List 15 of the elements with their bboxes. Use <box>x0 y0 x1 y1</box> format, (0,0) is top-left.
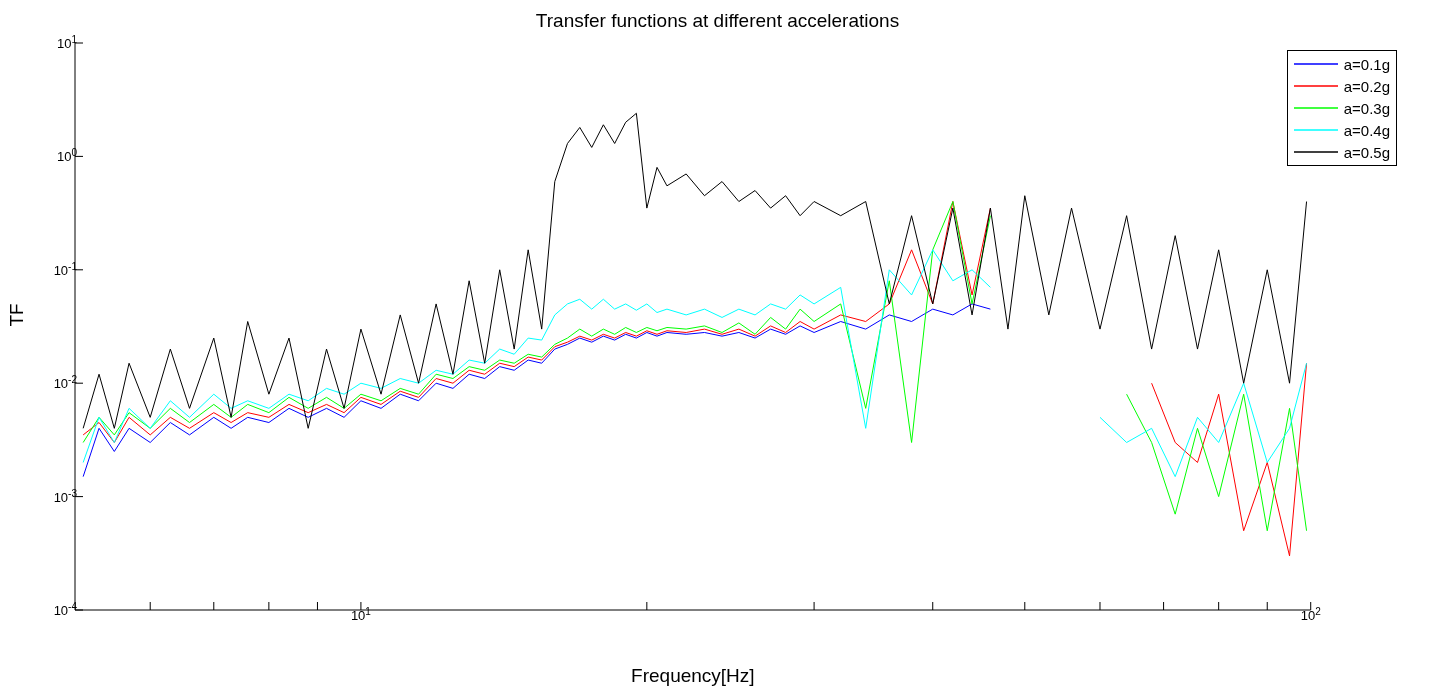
y-tick-label: 10$^{-2}$ <box>53 373 78 392</box>
chart-title: Transfer functions at different accelerations <box>534 10 901 32</box>
legend-label: a=0.2g <box>1343 77 1390 95</box>
y-axis-title: TF <box>5 303 27 327</box>
y-tick-label: 10$^{0}$ <box>56 146 78 165</box>
y-tick-label: 10$^{-1}$ <box>53 260 78 278</box>
legend-label: a=0.4g <box>1343 121 1390 139</box>
y-tick-label: 10$^{-3}$ <box>53 487 78 505</box>
x-axis-title: Frequency[Hz] <box>631 665 755 686</box>
y-tick-label: 10$^{-4}$ <box>53 600 78 618</box>
x-tick-label: 10$^{2}$ <box>1300 605 1322 623</box>
y-tick-label: 10$^{1}$ <box>56 33 78 51</box>
legend-label: a=0.5g <box>1343 143 1390 161</box>
legend-label: a=0.3g <box>1343 99 1390 117</box>
legend-label: a=0.1g <box>1343 55 1390 73</box>
